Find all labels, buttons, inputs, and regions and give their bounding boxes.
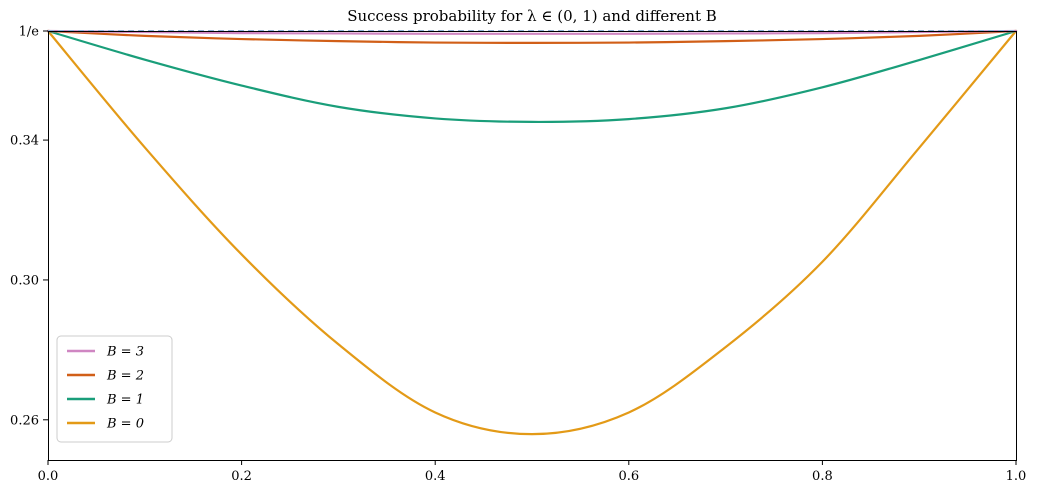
legend-label: B = 0 [106,417,144,432]
series-line-b2 [46,29,1018,44]
x-tick-label: 1.0 [1006,469,1027,484]
legend-label: B = 1 [106,393,144,408]
x-tick-label: 0.4 [425,469,446,484]
plot-frame [48,31,1017,461]
legend-label: B = 2 [106,369,144,384]
legend [56,335,173,443]
series-line-b1 [46,29,1018,124]
series-line-b3 [46,29,1018,35]
x-tick-label: 0.6 [618,469,639,484]
y-tick-label: 1/e [19,25,40,40]
chart-title: Success probability for λ ∈ (0, 1) and d… [347,7,717,25]
y-tick-label: 0.26 [10,413,39,428]
x-tick-label: 0.2 [231,469,252,484]
x-tick-label: 0.0 [38,469,59,484]
y-tick-label: 0.34 [10,134,39,149]
y-tick-label: 0.30 [10,273,39,288]
x-tick-label: 0.8 [812,469,833,484]
series-line-b0 [46,29,1018,436]
legend-label: B = 3 [106,345,144,360]
